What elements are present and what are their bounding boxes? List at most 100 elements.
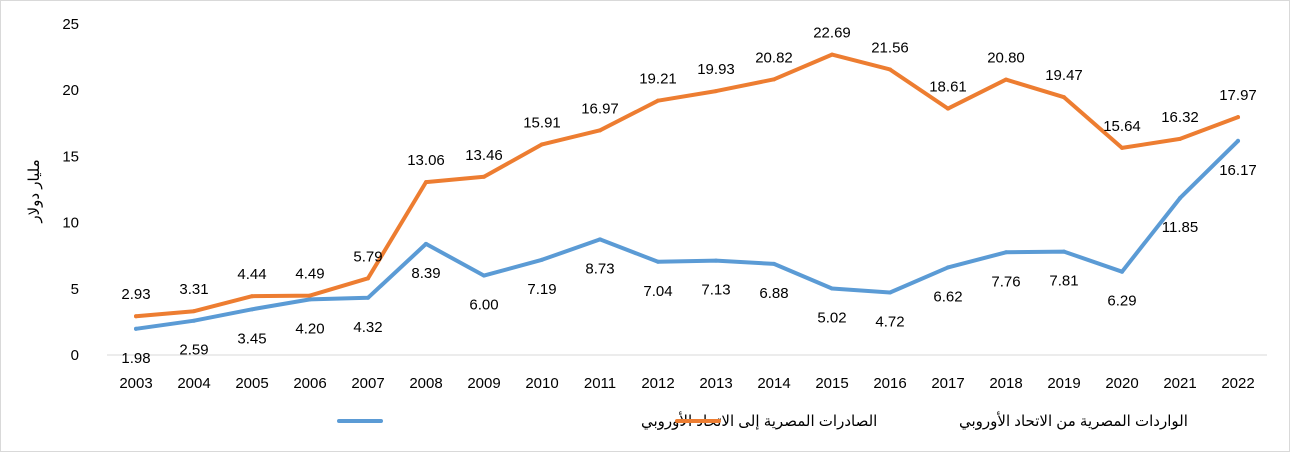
- data-point: [250, 294, 254, 299]
- data-point: [308, 297, 312, 302]
- data-point: [308, 293, 312, 298]
- y-tick-label: 20: [62, 82, 79, 99]
- data-point: [192, 318, 196, 323]
- series-line-exports: [134, 138, 1240, 331]
- data-label: 11.85: [1162, 219, 1198, 236]
- data-label: 4.72: [875, 314, 904, 331]
- data-point: [1236, 115, 1240, 120]
- series-lines: [134, 52, 1240, 331]
- data-label: 13.06: [407, 152, 445, 169]
- x-tick-label: 2008: [409, 375, 442, 392]
- x-tick-label: 2022: [1221, 375, 1254, 392]
- data-label: 20.82: [755, 49, 793, 66]
- data-point: [714, 258, 718, 263]
- y-tick-label: 15: [62, 148, 79, 165]
- data-label: 4.32: [353, 319, 382, 336]
- data-label: 6.00: [469, 297, 498, 314]
- data-point: [1178, 136, 1182, 141]
- data-point: [1062, 95, 1066, 100]
- data-label: 16.17: [1219, 162, 1257, 179]
- data-label: 2.93: [121, 286, 150, 303]
- data-label: 8.39: [411, 265, 440, 282]
- legend-label: الواردات المصرية من الاتحاد الأوروبي: [959, 411, 1188, 431]
- data-point: [482, 174, 486, 179]
- data-label: 5.02: [817, 310, 846, 327]
- y-tick-label: 10: [62, 215, 79, 232]
- data-label: 6.88: [759, 285, 788, 302]
- data-point: [424, 180, 428, 185]
- data-point: [1178, 196, 1182, 201]
- x-tick-label: 2021: [1163, 375, 1196, 392]
- data-point: [1062, 249, 1066, 254]
- data-point: [946, 265, 950, 270]
- data-label: 22.69: [813, 25, 851, 42]
- data-point: [134, 326, 138, 331]
- data-point: [1120, 145, 1124, 150]
- data-point: [1004, 77, 1008, 82]
- x-tick-label: 2007: [351, 375, 384, 392]
- x-tick-label: 2003: [119, 375, 152, 392]
- y-tick-label: 0: [71, 347, 79, 364]
- data-point: [888, 290, 892, 295]
- data-label: 7.13: [701, 282, 730, 299]
- y-axis-title-group: مليار دولار: [26, 159, 43, 223]
- x-tick-label: 2012: [641, 375, 674, 392]
- x-tick-label: 2013: [699, 375, 732, 392]
- data-point: [656, 98, 660, 103]
- data-point: [482, 273, 486, 278]
- x-tick-label: 2014: [757, 375, 790, 392]
- data-point: [540, 257, 544, 262]
- data-label: 20.80: [987, 50, 1025, 67]
- y-tick-label: 25: [62, 16, 79, 33]
- data-point: [888, 67, 892, 72]
- data-label: 3.31: [179, 281, 208, 298]
- data-point: [598, 237, 602, 242]
- data-label: 19.47: [1045, 67, 1083, 84]
- legend: الصادرات المصرية إلى الاتحاد الأوروبي الو…: [337, 411, 1188, 431]
- data-point: [1120, 269, 1124, 274]
- data-point: [598, 128, 602, 133]
- x-tick-labels: 2003 2004 2005 2006 2007 2008 2009 2010 2011 2012…: [119, 375, 1254, 392]
- data-label: 16.97: [581, 100, 619, 117]
- x-tick-label: 2011: [584, 375, 616, 392]
- data-point: [830, 52, 834, 57]
- x-tick-label: 2005: [235, 375, 268, 392]
- data-label: 8.73: [585, 260, 614, 277]
- x-tick-label: 2020: [1105, 375, 1138, 392]
- data-point: [772, 77, 776, 82]
- data-labels: 2.93 1.98 3.31 2.59 4.44 3.45 4.49 4.20 5.79 4.32…: [121, 25, 1256, 367]
- data-point: [830, 286, 834, 291]
- x-tick-label: 2017: [931, 375, 964, 392]
- y-axis-title: مليار دولار: [26, 159, 43, 223]
- data-label: 15.64: [1103, 118, 1141, 135]
- data-point: [656, 259, 660, 264]
- data-label: 7.81: [1049, 273, 1078, 290]
- data-point: [366, 276, 370, 281]
- series-line-imports: [134, 52, 1240, 319]
- data-point: [1004, 250, 1008, 255]
- x-tick-label: 2018: [989, 375, 1022, 392]
- data-label: 7.76: [991, 273, 1020, 290]
- data-point: [772, 261, 776, 266]
- x-tick-label: 2009: [467, 375, 500, 392]
- data-label: 17.97: [1219, 87, 1257, 104]
- data-label: 19.93: [697, 61, 735, 78]
- data-label: 5.79: [353, 248, 382, 265]
- data-point: [424, 241, 428, 246]
- data-label: 16.32: [1161, 109, 1199, 126]
- y-tick-label: 5: [71, 281, 79, 298]
- data-label: 18.61: [929, 79, 967, 96]
- x-tick-label: 2019: [1047, 375, 1080, 392]
- x-tick-label: 2006: [293, 375, 326, 392]
- data-label: 19.21: [639, 71, 677, 88]
- data-label: 4.49: [295, 266, 324, 283]
- data-label: 2.59: [179, 342, 208, 359]
- data-label: 15.91: [523, 114, 561, 131]
- data-label: 1.98: [121, 350, 150, 367]
- data-point: [192, 309, 196, 314]
- data-point: [366, 295, 370, 300]
- data-point: [540, 142, 544, 147]
- x-tick-label: 2004: [177, 375, 210, 392]
